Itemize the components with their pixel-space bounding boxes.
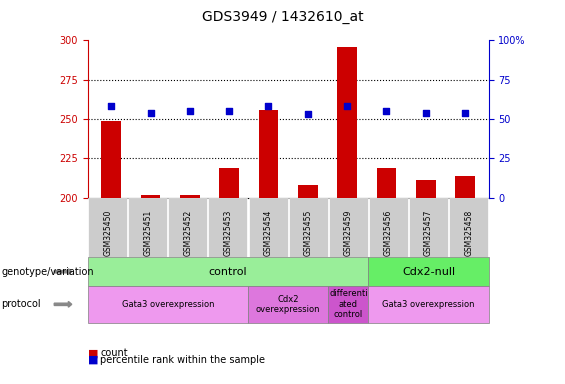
- Text: differenti
ated
control: differenti ated control: [329, 290, 368, 319]
- Text: count: count: [100, 348, 128, 358]
- Point: [225, 108, 234, 114]
- Text: control: control: [208, 266, 247, 277]
- Text: protocol: protocol: [1, 299, 41, 310]
- Text: GSM325454: GSM325454: [264, 209, 272, 256]
- Bar: [180, 195, 199, 198]
- Bar: [141, 195, 160, 198]
- Bar: [101, 121, 121, 198]
- Point: [421, 110, 431, 116]
- Bar: [298, 185, 318, 198]
- Bar: [377, 168, 396, 198]
- Point: [382, 108, 391, 114]
- Text: GSM325452: GSM325452: [184, 210, 192, 256]
- Text: Gata3 overexpression: Gata3 overexpression: [383, 300, 475, 309]
- Point: [146, 110, 155, 116]
- Text: genotype/variation: genotype/variation: [1, 266, 94, 277]
- Text: GSM325451: GSM325451: [144, 210, 152, 256]
- Bar: [219, 168, 239, 198]
- Text: GSM325453: GSM325453: [224, 209, 232, 256]
- Text: GSM325458: GSM325458: [464, 210, 473, 256]
- Text: ■: ■: [88, 348, 98, 358]
- Text: GSM325450: GSM325450: [103, 209, 112, 256]
- Text: GSM325455: GSM325455: [304, 209, 312, 256]
- Bar: [416, 180, 436, 198]
- Text: ■: ■: [88, 355, 98, 365]
- Text: GSM325459: GSM325459: [344, 209, 353, 256]
- Point: [342, 103, 351, 109]
- Point: [264, 103, 273, 109]
- Bar: [259, 109, 279, 198]
- Point: [107, 103, 116, 109]
- Point: [185, 108, 194, 114]
- Text: GDS3949 / 1432610_at: GDS3949 / 1432610_at: [202, 10, 363, 24]
- Bar: [337, 46, 357, 198]
- Text: Cdx2-null: Cdx2-null: [402, 266, 455, 277]
- Bar: [455, 176, 475, 198]
- Text: GSM325457: GSM325457: [424, 209, 433, 256]
- Point: [303, 111, 312, 118]
- Text: Cdx2
overexpression: Cdx2 overexpression: [256, 295, 320, 314]
- Text: GSM325456: GSM325456: [384, 209, 393, 256]
- Text: Gata3 overexpression: Gata3 overexpression: [121, 300, 214, 309]
- Text: percentile rank within the sample: percentile rank within the sample: [100, 355, 265, 365]
- Point: [460, 110, 470, 116]
